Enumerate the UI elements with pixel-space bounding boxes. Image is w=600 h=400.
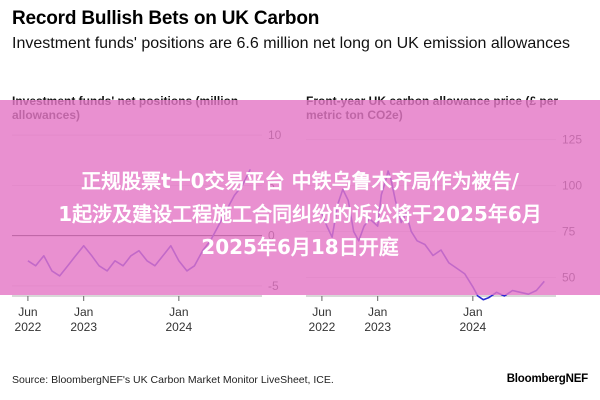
x-tick-label: Jan: [169, 305, 188, 319]
x-tick-label: 2023: [364, 320, 391, 334]
page-title: Record Bullish Bets on UK Carbon: [12, 8, 320, 29]
x-tick-label: Jun: [18, 305, 37, 319]
x-tick-label: Jan: [368, 305, 387, 319]
brand-logo: BloombergNEF: [506, 373, 588, 385]
x-tick-label: 2023: [70, 320, 97, 334]
x-tick-label: Jun: [312, 305, 331, 319]
overlay-text: 正规股票t十0交易平台 中铁乌鲁木齐局作为被告/ 1起涉及建设工程施工合同纠纷的…: [0, 165, 600, 264]
x-tick-label: Jan: [463, 305, 482, 319]
page-subtitle: Investment funds' positions are 6.6 mill…: [12, 35, 571, 52]
x-tick-label: 2024: [459, 320, 486, 334]
overlay-line: 正规股票t十0交易平台 中铁乌鲁木齐局作为被告/: [81, 169, 519, 193]
x-tick-label: Jan: [74, 305, 93, 319]
overlay-line: 1起涉及建设工程施工合同纠纷的诉讼将于2025年6月: [58, 202, 542, 226]
x-tick-label: 2022: [309, 320, 336, 334]
source-note: Source: BloombergNEF's UK Carbon Market …: [12, 374, 334, 386]
overlay-line: 2025年6月18日开庭: [201, 235, 399, 259]
overlay-banner: [0, 100, 600, 295]
x-tick-label: 2022: [15, 320, 42, 334]
x-tick-label: 2024: [165, 320, 192, 334]
